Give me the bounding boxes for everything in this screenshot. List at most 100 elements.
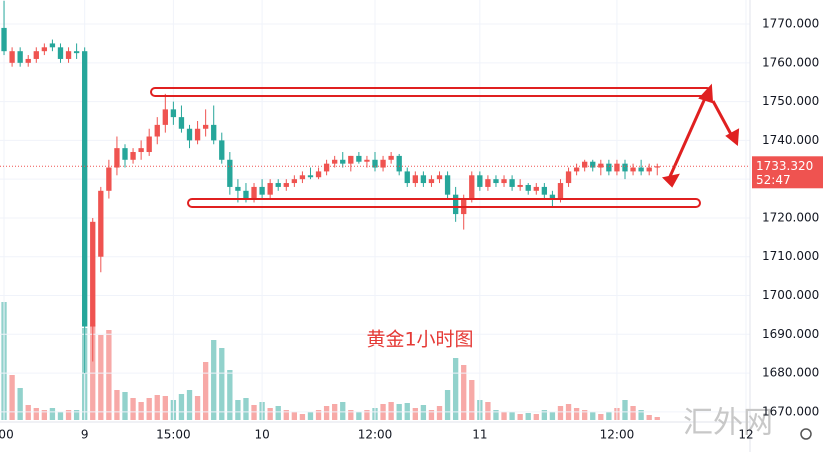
volume-bar [541,410,548,420]
y-tick-label: 1770.000 [762,17,819,31]
volume-bar [525,413,531,420]
x-tick-label: 12:00 [358,428,393,442]
candle-body [299,175,306,180]
candle-body [590,161,596,168]
candle-body [106,167,112,191]
candle-body [388,155,394,160]
x-tick-label: 15:00 [156,428,191,442]
x-tick-label: 12:00 [600,428,635,442]
chart-title: 黄金1小时图 [366,329,473,351]
candle-body [291,179,298,184]
volume-bar [267,408,273,420]
candle-body [380,159,386,168]
candle-body [73,51,80,54]
candle-body [130,152,136,160]
candle-body [533,186,539,191]
volume-bar [41,410,48,420]
candle-body [348,155,354,164]
volume-bar [315,410,322,420]
volume-bar [307,412,314,420]
candle-body [582,161,588,168]
volume-bar [323,406,330,420]
volume-bar [17,388,23,420]
candle-body [114,148,120,168]
grid-layer [0,0,750,420]
volume-bar [582,410,588,420]
volume-bar [202,362,209,420]
candle-body [98,190,104,257]
volume-bar [178,394,185,420]
volume-bar [509,412,515,420]
candle-body [33,51,39,59]
volume-bar [557,406,564,420]
volume-bar [646,415,652,420]
candle-body [428,179,435,184]
arrow-head [725,128,740,146]
candle-body [654,166,660,168]
candle-body [170,109,177,118]
x-tick-label: 9 [81,428,89,442]
volume-bar [428,410,435,420]
candle-body [332,159,338,164]
volume-bar [590,412,596,420]
arrow-head [698,83,714,104]
volume-bar [33,408,39,420]
candle-body [219,140,225,160]
candle-body [372,159,378,168]
volume-bar [622,400,628,420]
volume-bar [598,414,604,420]
candle-body [646,167,652,172]
candle-body [251,186,257,199]
volume-bar [573,408,580,420]
candle-body [420,175,427,184]
settings-icon[interactable] [800,428,812,440]
candle-body [614,163,620,172]
volume-bar [219,348,225,420]
candle-body [565,171,572,184]
volume-bar [364,410,370,420]
y-tick-label: 1740.000 [762,133,819,147]
countdown-label: 52:47 [756,173,791,187]
candle-body [307,175,314,178]
candle-body [573,167,580,172]
volume-bar [146,398,152,420]
volume-bar [130,398,136,420]
y-tick-label: 1690.000 [762,327,819,341]
volume-bar [122,392,128,420]
volume-bar [65,410,72,420]
volume-bar [194,396,201,420]
candle-body [477,175,483,187]
candle-body [525,184,531,191]
support-zone [187,198,701,208]
candle-body [227,159,233,187]
candle-body [283,183,289,187]
volume-bar [243,398,249,420]
volume-bar [638,410,644,420]
volume-bar [114,390,120,420]
candle-body [630,167,636,172]
last-price-label: 1733.320 [756,159,813,173]
candle-body [17,51,23,63]
candle-body [243,190,249,199]
candle-body [509,179,515,187]
candle-body [178,117,185,129]
volume-bar [517,414,523,420]
volume-bar [485,402,491,420]
volume-bar [138,402,144,420]
volume-bar [412,408,418,420]
candle-body [452,194,459,215]
candle-body [90,221,96,327]
candle-body [138,148,144,153]
volume-bar [25,405,31,420]
volume-bar [275,406,281,420]
candle-body [82,51,88,327]
candle-body [444,175,451,195]
y-tick-label: 1720.000 [762,210,819,224]
candle-body [315,171,322,178]
candle-body [323,163,330,172]
volume-bar [630,406,636,420]
candle-body [598,163,604,168]
volume-bar [106,330,112,420]
volume-bar [49,408,56,420]
volume-bar [291,412,298,420]
